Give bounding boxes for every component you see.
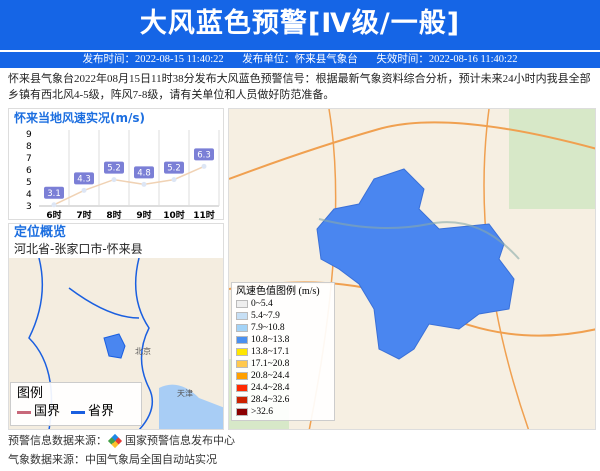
warning-source: 预警信息数据来源： 国家预警信息发布中心 — [8, 433, 235, 449]
legend-swatch — [236, 312, 248, 320]
wind-legend-item: 10.8~13.8 — [236, 334, 330, 346]
y-tick-label: 9 — [26, 130, 32, 140]
page-title: 大风蓝色预警[Ⅳ级/一般] — [0, 0, 600, 50]
wind-legend-item: 24.4~28.4 — [236, 382, 330, 394]
warning-center-logo-icon — [107, 433, 123, 449]
wind-legend-item: 0~5.4 — [236, 298, 330, 310]
data-point — [201, 163, 207, 169]
legend-label: 10.8~13.8 — [251, 335, 290, 345]
publish-time: 发布时间：2022-08-15 11:40:22 — [82, 54, 224, 65]
x-tick-label: 10时 — [163, 209, 185, 221]
legend-swatch — [236, 300, 248, 308]
warning-description: 怀来县气象台2022年08月15日11时38分发布大风蓝色预警信号：根据最新气象… — [8, 73, 591, 101]
location-path: 河北省-张家口市-怀来县 — [14, 242, 143, 256]
wind-chart-panel: 怀来当地风速实况(m/s) 3 4 5 6 7 8 9 6时 7时 8时 9时 10时 11时 3.1 4.… — [8, 108, 224, 221]
x-tick-label: 6时 — [46, 209, 61, 221]
legend-swatch — [236, 348, 248, 356]
data-label-box — [194, 148, 214, 161]
data-point — [171, 177, 177, 183]
wind-legend-item: 13.8~17.1 — [236, 346, 330, 358]
legend-label: 13.8~17.1 — [251, 347, 290, 357]
data-label: 4.8 — [137, 168, 151, 178]
wind-legend: 风速色值图例 (m/s) 0~5.4 5.4~7.9 7.9~10.8 10.8~13… — [231, 282, 335, 421]
wind-legend-item: 5.4~7.9 — [236, 310, 330, 322]
warning-source-label: 预警信息数据来源： — [8, 434, 107, 447]
legend-swatch — [236, 372, 248, 380]
legend-swatch — [236, 360, 248, 368]
x-tick-label: 7时 — [76, 209, 91, 221]
y-tick-label: 4 — [26, 190, 32, 200]
expire-time: 失效时间：2022-08-16 11:40:22 — [376, 54, 518, 65]
data-label-box — [134, 166, 154, 179]
legend-province-border: 省界 — [88, 404, 115, 419]
publisher: 发布单位：怀来县气象台 — [242, 54, 358, 65]
location-legend-title: 图例 — [17, 386, 44, 401]
y-tick-label: 3 — [26, 202, 32, 212]
wind-legend-item: 7.9~10.8 — [236, 322, 330, 334]
wind-speed-chart: 3 4 5 6 7 8 9 6时 7时 8时 9时 10时 11时 3.1 4.3 5.2 4.8 5.2 6.3 — [26, 130, 220, 221]
legend-label: 0~5.4 — [251, 299, 273, 309]
data-label: 5.2 — [107, 164, 121, 174]
legend-label: >32.6 — [251, 407, 273, 417]
data-label-box — [164, 161, 184, 174]
weather-source: 气象数据来源：中国气象局全国自动站实况 — [8, 453, 217, 466]
legend-swatch — [236, 396, 248, 404]
legend-label: 5.4~7.9 — [251, 311, 280, 321]
data-label: 5.2 — [167, 164, 181, 174]
city-label-beijing: 北京 — [135, 346, 151, 356]
wind-legend-title: 风速色值图例 (m/s) — [236, 286, 320, 297]
x-tick-label: 9时 — [136, 209, 151, 221]
y-tick-label: 5 — [26, 178, 32, 188]
national-border-swatch — [17, 410, 31, 414]
data-label: 4.3 — [77, 174, 91, 184]
data-label-box — [44, 186, 64, 199]
legend-national-border: 国界 — [34, 404, 61, 419]
location-title: 定位概览 — [14, 225, 67, 240]
legend-label: 20.8~24.4 — [251, 371, 290, 381]
y-tick-label: 6 — [26, 166, 32, 176]
legend-swatch — [236, 384, 248, 392]
legend-label: 17.1~20.8 — [251, 359, 290, 369]
legend-swatch — [236, 324, 248, 332]
wind-legend-item: 20.8~24.4 — [236, 370, 330, 382]
y-tick-label: 7 — [26, 154, 32, 164]
wind-legend-item: 28.4~32.6 — [236, 394, 330, 406]
city-label-tianjin: 天津 — [177, 388, 193, 398]
x-tick-label: 11时 — [193, 209, 215, 221]
data-label-box — [74, 172, 94, 185]
legend-swatch — [236, 336, 248, 344]
wind-legend-item: 17.1~20.8 — [236, 358, 330, 370]
data-point — [51, 202, 57, 208]
legend-label: 28.4~32.6 — [251, 395, 290, 405]
location-legend: 图例 国界 省界 — [10, 382, 142, 426]
meta-bar: 发布时间：2022-08-15 11:40:22 发布单位：怀来县气象台 失效时… — [0, 52, 600, 68]
chart-title: 怀来当地风速实况(m/s) — [14, 111, 145, 125]
warning-center-link[interactable]: 国家预警信息发布中心 — [125, 434, 235, 447]
data-point — [111, 177, 117, 183]
data-point — [81, 187, 87, 193]
series-line — [53, 165, 205, 206]
data-point — [141, 181, 147, 187]
province-border-swatch — [71, 410, 86, 414]
legend-label: 24.4~28.4 — [251, 383, 290, 393]
legend-label: 7.9~10.8 — [251, 323, 285, 333]
legend-swatch — [236, 408, 248, 416]
y-tick-label: 8 — [26, 142, 32, 152]
data-label: 3.1 — [47, 189, 61, 199]
x-tick-label: 8时 — [106, 209, 121, 221]
data-label-box — [104, 161, 124, 174]
wind-legend-item: >32.6 — [236, 406, 330, 418]
data-label: 6.3 — [197, 150, 211, 160]
